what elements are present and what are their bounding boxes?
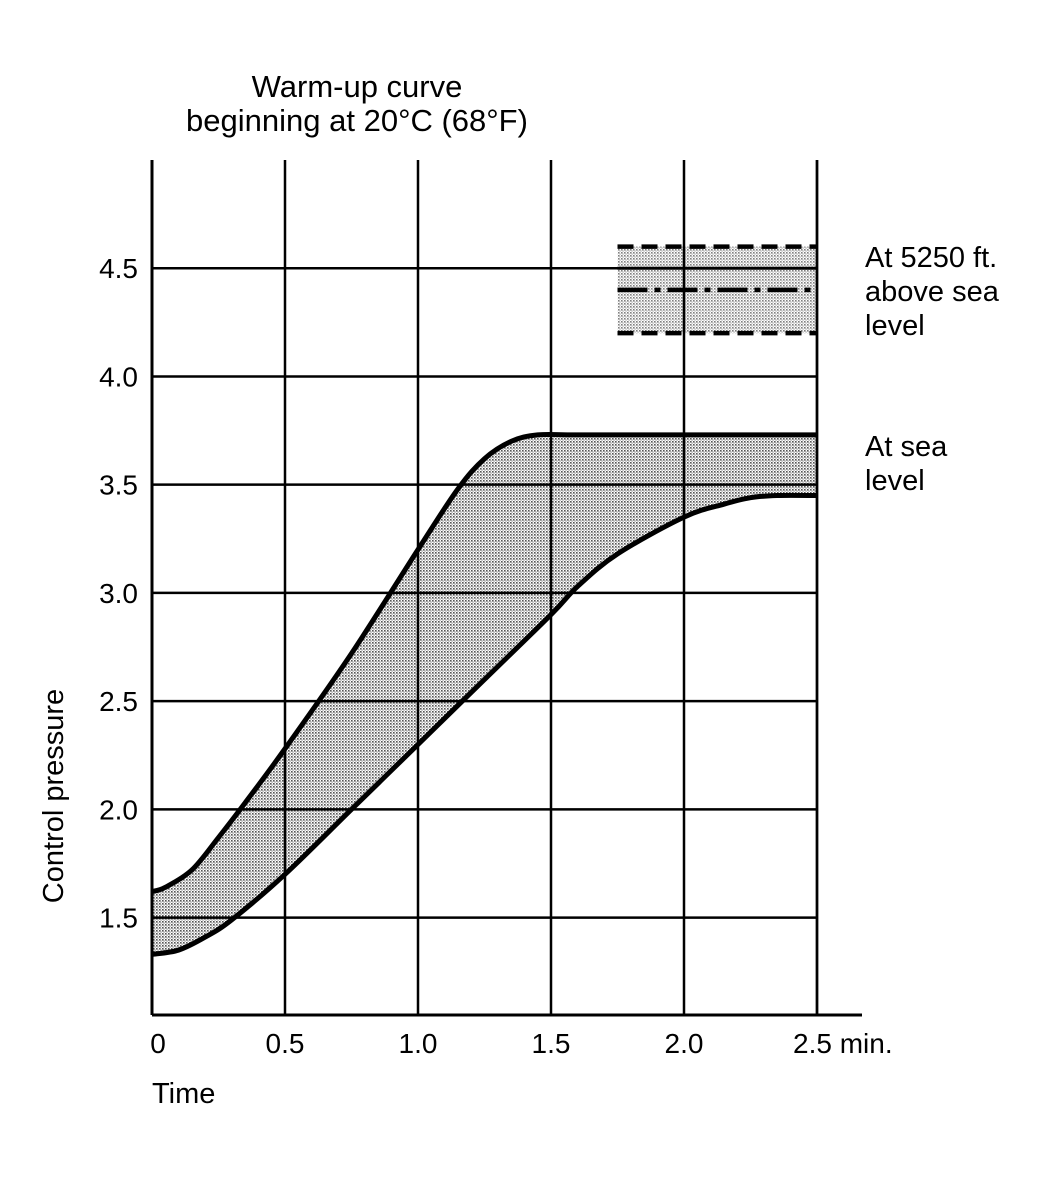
x-axis-title: Time — [152, 1078, 215, 1110]
sea-level-annotation-line: level — [865, 465, 925, 497]
altitude-annotation-line: above sea — [865, 276, 1000, 308]
x-tick-label: 2.5 min. — [793, 1028, 893, 1059]
y-tick-label: 3.0 — [99, 578, 138, 609]
chart-title-line: beginning at 20°C (68°F) — [186, 103, 528, 138]
sea-level-band-fill — [152, 434, 817, 955]
x-tick-label: 2.0 — [665, 1028, 704, 1059]
x-tick-label: 1.5 — [532, 1028, 571, 1059]
x-tick-label: 0.5 — [266, 1028, 305, 1059]
y-tick-label: 1.5 — [99, 903, 138, 934]
y-tick-label: 4.0 — [99, 361, 138, 392]
chart-title-line: Warm-up curve — [252, 69, 463, 104]
x-tick-label: 0 — [150, 1028, 166, 1059]
altitude-annotation-line: At 5250 ft. — [865, 242, 997, 274]
y-tick-label: 3.5 — [99, 470, 138, 501]
y-tick-label: 4.5 — [99, 253, 138, 284]
sea-level-lower-curve — [151, 492, 818, 957]
y-tick-label: 2.5 — [99, 686, 138, 717]
altitude-annotation-line: level — [865, 310, 925, 342]
sea-level-annotation-line: At sea — [865, 431, 948, 463]
sea-level-upper-curve — [151, 431, 817, 895]
y-axis-title: Control pressure — [38, 689, 70, 903]
x-tick-label: 1.0 — [399, 1028, 438, 1059]
y-tick-label: 2.0 — [99, 794, 138, 825]
